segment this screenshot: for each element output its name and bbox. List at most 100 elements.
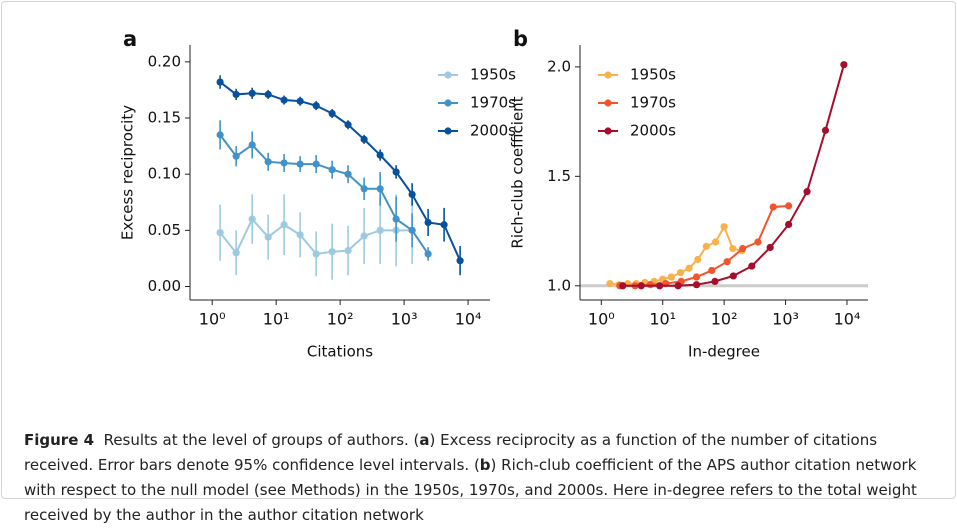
data-point	[424, 250, 432, 258]
data-point	[232, 152, 240, 160]
caption-run: a	[419, 431, 430, 449]
data-point	[248, 215, 256, 223]
data-point	[328, 166, 336, 174]
data-point	[739, 244, 747, 253]
y-axis-title: Rich-club coefficient	[509, 96, 527, 248]
x-tick-label: 10⁰	[588, 310, 615, 329]
data-point	[392, 168, 400, 176]
data-point	[606, 279, 614, 288]
y-axis-title: Excess reciprocity	[119, 105, 137, 240]
x-tick-label: 10¹	[263, 310, 290, 329]
data-point	[840, 61, 848, 69]
data-point	[360, 135, 368, 143]
data-point	[785, 220, 793, 229]
data-point	[408, 226, 416, 234]
data-point	[685, 264, 693, 272]
x-axis-title: Citations	[307, 343, 373, 361]
data-point	[216, 78, 224, 86]
caption-run: b	[479, 456, 491, 474]
y-tick-label: 1.0	[547, 276, 571, 294]
data-point	[312, 160, 320, 168]
data-point	[216, 228, 224, 237]
data-point	[296, 160, 304, 168]
data-point	[344, 170, 352, 178]
legend-label: 2000s	[470, 122, 516, 140]
data-point	[723, 258, 731, 266]
data-point	[729, 272, 737, 280]
data-point	[280, 159, 288, 167]
data-point	[296, 231, 304, 239]
data-point	[264, 90, 272, 99]
panel-label: b	[513, 27, 528, 51]
data-point	[766, 243, 774, 252]
data-point	[376, 151, 384, 159]
data-point	[754, 238, 762, 246]
caption: Figure 4 Results at the level of groups …	[24, 428, 929, 528]
data-point	[360, 232, 368, 240]
data-point	[821, 126, 830, 134]
data-point	[328, 248, 336, 256]
legend-swatch	[444, 99, 452, 107]
data-point	[748, 262, 756, 270]
data-point	[264, 158, 272, 166]
data-point	[656, 282, 664, 290]
series-line	[219, 81, 462, 262]
data-point	[646, 281, 654, 289]
data-point	[803, 188, 811, 196]
data-point	[312, 250, 320, 258]
data-point	[440, 221, 448, 229]
y-tick-label: 0.15	[148, 109, 181, 127]
data-point	[392, 215, 400, 223]
data-point	[232, 90, 240, 99]
data-point	[711, 277, 719, 285]
x-tick-label: 10⁴	[834, 310, 861, 329]
legend-swatch	[604, 127, 612, 135]
series-line	[609, 224, 743, 286]
data-point	[711, 238, 720, 246]
y-tick-label: 0.10	[148, 165, 181, 183]
data-point	[376, 226, 384, 234]
data-point	[360, 185, 368, 193]
data-point	[692, 273, 701, 281]
legend-label: 1950s	[470, 66, 516, 84]
data-point	[216, 131, 224, 139]
data-point	[702, 242, 710, 250]
data-point	[408, 190, 416, 199]
data-point	[376, 185, 384, 193]
data-point	[296, 97, 304, 105]
data-point	[708, 266, 716, 275]
y-tick-label: 0.00	[148, 277, 181, 295]
data-point	[248, 141, 256, 149]
x-tick-label: 10⁴	[455, 310, 482, 329]
data-point	[248, 89, 256, 97]
data-point	[312, 102, 320, 110]
y-tick-label: 1.5	[547, 167, 571, 185]
x-axis-title: In-degree	[688, 343, 760, 361]
caption-run: Figure 4	[24, 431, 95, 449]
legend-swatch	[604, 71, 612, 79]
data-point	[785, 202, 793, 210]
data-point	[769, 203, 777, 211]
figure: a 0.00 0.05 0.10 0.15 0.20 10⁰ 10¹ 10² 10³ 10⁴ Cita…	[119, 27, 868, 361]
data-point	[674, 282, 682, 290]
legend-label: 2000s	[630, 122, 676, 140]
data-point	[694, 255, 702, 264]
x-tick-label: 10³	[772, 310, 799, 329]
x-tick-label: 10²	[711, 310, 738, 329]
y-tick-label: 0.20	[148, 52, 181, 70]
data-point	[424, 218, 432, 227]
data-point	[280, 96, 288, 104]
x-tick-label: 10¹	[649, 310, 676, 329]
legend-swatch	[444, 127, 452, 135]
data-point	[344, 121, 352, 129]
x-tick-label: 10³	[391, 310, 418, 329]
data-point	[692, 281, 701, 289]
x-tick-label: 10²	[327, 310, 354, 329]
data-point	[619, 282, 627, 290]
panel-label: a	[123, 27, 137, 51]
data-point	[720, 223, 728, 231]
legend-label: 1950s	[630, 66, 676, 84]
data-point	[456, 257, 464, 265]
caption-run: ) Excess reciprocity as a function of th…	[24, 431, 882, 474]
